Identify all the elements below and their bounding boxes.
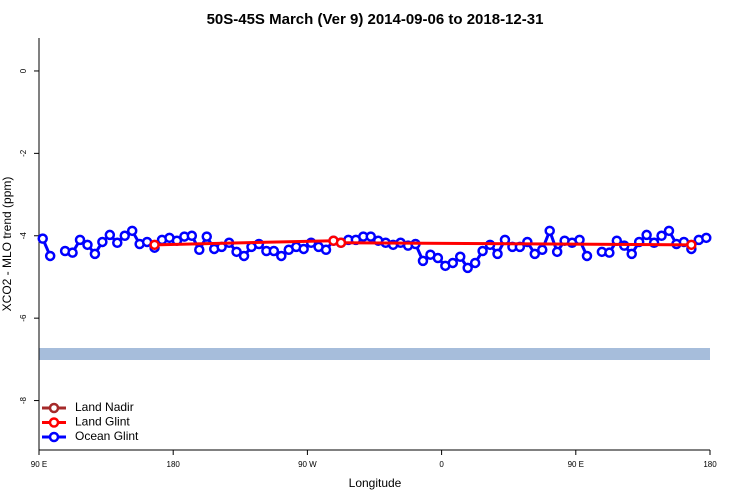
data-point (201, 231, 212, 242)
data-point (276, 250, 287, 262)
data-point (97, 236, 108, 248)
data-point (335, 237, 347, 249)
data-point (656, 230, 667, 242)
surface-band (39, 348, 710, 360)
y-tick-label: -2 (19, 149, 28, 157)
legend-marker (48, 431, 60, 443)
data-point (686, 239, 697, 251)
data-point (469, 257, 481, 269)
data-point (268, 245, 280, 257)
chart-title: 50S-45S March (Ver 9) 2014-09-06 to 2018… (207, 11, 544, 28)
data-point (186, 230, 198, 242)
data-point (365, 231, 377, 242)
data-point (112, 237, 123, 249)
data-point (462, 262, 473, 274)
legend-label: Ocean Glint (75, 429, 139, 443)
y-tick-label: -4 (19, 232, 28, 240)
data-point (104, 229, 116, 241)
data-point (454, 251, 466, 263)
x-tick-label: 0 (439, 460, 444, 469)
legend-marker (48, 417, 60, 428)
data-point (701, 232, 712, 244)
data-point (492, 248, 503, 260)
x-axis-label: Longitude (349, 476, 402, 490)
x-tick-label: 90 E (568, 460, 584, 469)
data-point (238, 250, 250, 262)
data-point (641, 229, 652, 241)
y-tick-label: -8 (19, 396, 28, 404)
x-tick-label: 180 (167, 460, 181, 469)
data-point (74, 234, 86, 246)
x-tick-label: 90 W (298, 460, 317, 469)
data-point (89, 248, 101, 260)
data-point (529, 248, 541, 260)
data-point (581, 250, 593, 262)
legend-label: Land Glint (75, 415, 130, 429)
data-point (37, 233, 48, 244)
data-point (126, 225, 138, 237)
data-point (231, 246, 242, 258)
data-point (544, 225, 555, 237)
data-point (417, 255, 429, 267)
data-point (82, 239, 93, 251)
data-point (477, 245, 488, 257)
data-point (149, 239, 160, 251)
data-point (432, 252, 444, 264)
data-point (119, 230, 130, 242)
y-axis-label: XCO2 - MLO trend (ppm) (0, 177, 14, 312)
y-tick-label: -6 (19, 314, 28, 322)
data-point (320, 244, 332, 256)
data-point (44, 250, 56, 262)
data-point (537, 244, 548, 256)
data-point (67, 247, 78, 258)
data-point (551, 246, 563, 258)
legend-label: Land Nadir (75, 400, 134, 414)
x-tick-label: 90 E (31, 460, 47, 469)
data-point (298, 243, 309, 255)
data-point (604, 247, 615, 258)
legend-marker (48, 402, 60, 414)
x-tick-label: 180 (703, 460, 717, 469)
data-point (663, 225, 675, 237)
y-tick-label: 0 (19, 68, 28, 73)
data-point (626, 248, 637, 260)
data-point (194, 244, 205, 256)
data-point (447, 257, 459, 269)
